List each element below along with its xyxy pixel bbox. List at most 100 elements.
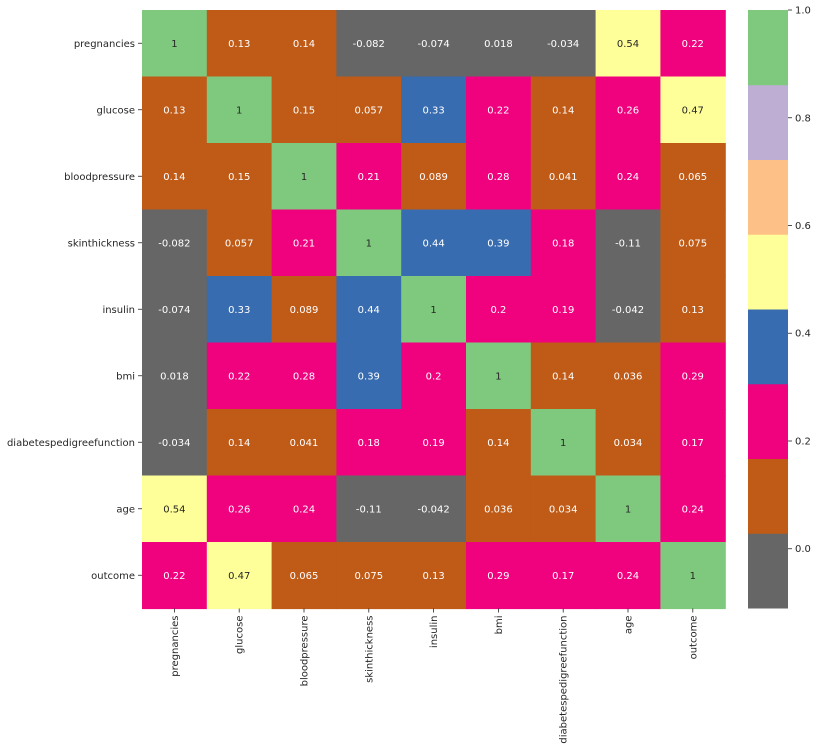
y-tick-label: age	[116, 504, 135, 515]
heatmap-cell	[401, 76, 467, 144]
cell-annotation: 1	[495, 371, 501, 382]
cell-annotation: 0.39	[358, 371, 380, 382]
cell-annotation: 0.15	[293, 105, 315, 116]
cell-annotation: 0.26	[228, 504, 250, 515]
cell-annotation: 1	[560, 438, 566, 449]
heatmap-cell	[595, 209, 661, 277]
heatmap-cell	[466, 209, 532, 277]
cell-annotation: 0.018	[484, 39, 513, 50]
heatmap-cell	[466, 542, 532, 610]
heatmap-cell	[401, 475, 467, 543]
cell-annotation: -0.042	[417, 504, 449, 515]
heatmap-cell	[530, 409, 597, 477]
heatmap-cell	[660, 475, 726, 543]
cell-annotation: 0.47	[228, 571, 250, 582]
heatmap-cell	[271, 10, 337, 78]
cell-annotation: 0.089	[419, 172, 448, 183]
colorbar-tick-label: 0.4	[795, 329, 811, 340]
heatmap-cell	[466, 409, 532, 477]
heatmap-cell	[530, 10, 597, 78]
heatmap-cell	[271, 409, 337, 477]
heatmap-cells: 1 0.13 0.14 -0.082 -0.074 0.018 -0.034 0.54 0.22…	[142, 10, 726, 610]
heatmap-cell	[595, 342, 661, 410]
cell-annotation: 1	[366, 238, 372, 249]
x-tick-label: pregnancies	[170, 616, 181, 677]
heatmap-cell	[206, 276, 273, 344]
y-tick-label: outcome	[91, 571, 135, 582]
heatmap-cell	[206, 475, 273, 543]
heatmap-cell	[336, 276, 402, 344]
colorbar-band	[748, 234, 788, 310]
colorbar-band	[748, 84, 788, 160]
heatmap-cell	[206, 10, 273, 78]
colorbar: 0.0 0.2 0.4 0.6 0.8 1.0	[748, 6, 811, 609]
cell-annotation: 1	[171, 39, 177, 50]
cell-annotation: 0.17	[682, 438, 704, 449]
heatmap-cell	[271, 475, 337, 543]
heatmap-cell	[660, 342, 726, 410]
cell-annotation: 0.21	[293, 238, 315, 249]
cell-annotation: 0.14	[487, 438, 509, 449]
heatmap-cell	[466, 10, 532, 78]
cell-annotation: 0.22	[487, 105, 509, 116]
heatmap-cell	[142, 276, 208, 344]
y-tick-label: bmi	[116, 371, 135, 382]
colorbar-tick-label: 0.2	[795, 436, 811, 447]
cell-annotation: 0.13	[228, 39, 250, 50]
heatmap-cell	[271, 276, 337, 344]
cell-annotation: 0.036	[614, 371, 643, 382]
cell-annotation: 0.075	[354, 571, 383, 582]
heatmap-cell	[336, 409, 402, 477]
heatmap-cell	[595, 143, 661, 211]
heatmap-cell	[660, 276, 726, 344]
x-axis-tick-labels: pregnancies glucose bloodpressure skinthick…	[170, 608, 699, 744]
cell-annotation: 0.13	[163, 105, 185, 116]
cell-annotation: 0.018	[160, 371, 189, 382]
heatmap-cell	[660, 209, 726, 277]
cell-annotation: 0.17	[552, 571, 574, 582]
colorbar-band	[748, 458, 788, 534]
heatmap-cell	[401, 409, 467, 477]
cell-annotation: 0.057	[225, 238, 254, 249]
y-tick-label: diabetespedigreefunction	[7, 438, 135, 449]
cell-annotation: 0.29	[487, 571, 509, 582]
heatmap-cell	[206, 76, 273, 144]
cell-annotation: 0.15	[228, 172, 250, 183]
cell-annotation: 0.18	[552, 238, 574, 249]
heatmap-cell	[206, 542, 273, 610]
heatmap-cell	[336, 76, 402, 144]
heatmap-cell	[142, 409, 208, 477]
cell-annotation: 0.036	[484, 504, 513, 515]
x-tick-label: diabetespedigreefunction	[559, 616, 570, 744]
heatmap-cell	[530, 276, 597, 344]
heatmap-cell	[595, 409, 661, 477]
x-tick-label: insulin	[429, 616, 440, 649]
heatmap-cell	[336, 542, 402, 610]
colorbar-band	[748, 309, 788, 385]
heatmap-cell	[271, 143, 337, 211]
heatmap-cell	[206, 342, 273, 410]
cell-annotation: -0.11	[615, 238, 641, 249]
cell-annotation: 0.041	[549, 172, 578, 183]
cell-annotation: 0.54	[617, 39, 639, 50]
cell-annotation: 0.034	[614, 438, 643, 449]
cell-annotation: 0.44	[422, 238, 444, 249]
cell-annotation: 0.47	[682, 105, 704, 116]
colorbar-tick-label: 0.0	[795, 544, 811, 555]
cell-annotation: 0.39	[487, 238, 509, 249]
heatmap-cell	[530, 143, 597, 211]
heatmap-cell	[271, 342, 337, 410]
heatmap-cell	[142, 542, 208, 610]
cell-annotation: 0.2	[426, 371, 442, 382]
heatmap-cell	[336, 209, 402, 277]
x-tick-label: bloodpressure	[300, 616, 311, 687]
heatmap-cell	[206, 209, 273, 277]
cell-annotation: 0.065	[678, 172, 707, 183]
heatmap-cell	[336, 342, 402, 410]
y-tick-label: skinthickness	[68, 238, 135, 249]
heatmap-cell	[401, 276, 467, 344]
heatmap-cell	[595, 475, 661, 543]
heatmap-cell	[142, 143, 208, 211]
cell-annotation: 0.13	[422, 571, 444, 582]
cell-annotation: 0.21	[358, 172, 380, 183]
